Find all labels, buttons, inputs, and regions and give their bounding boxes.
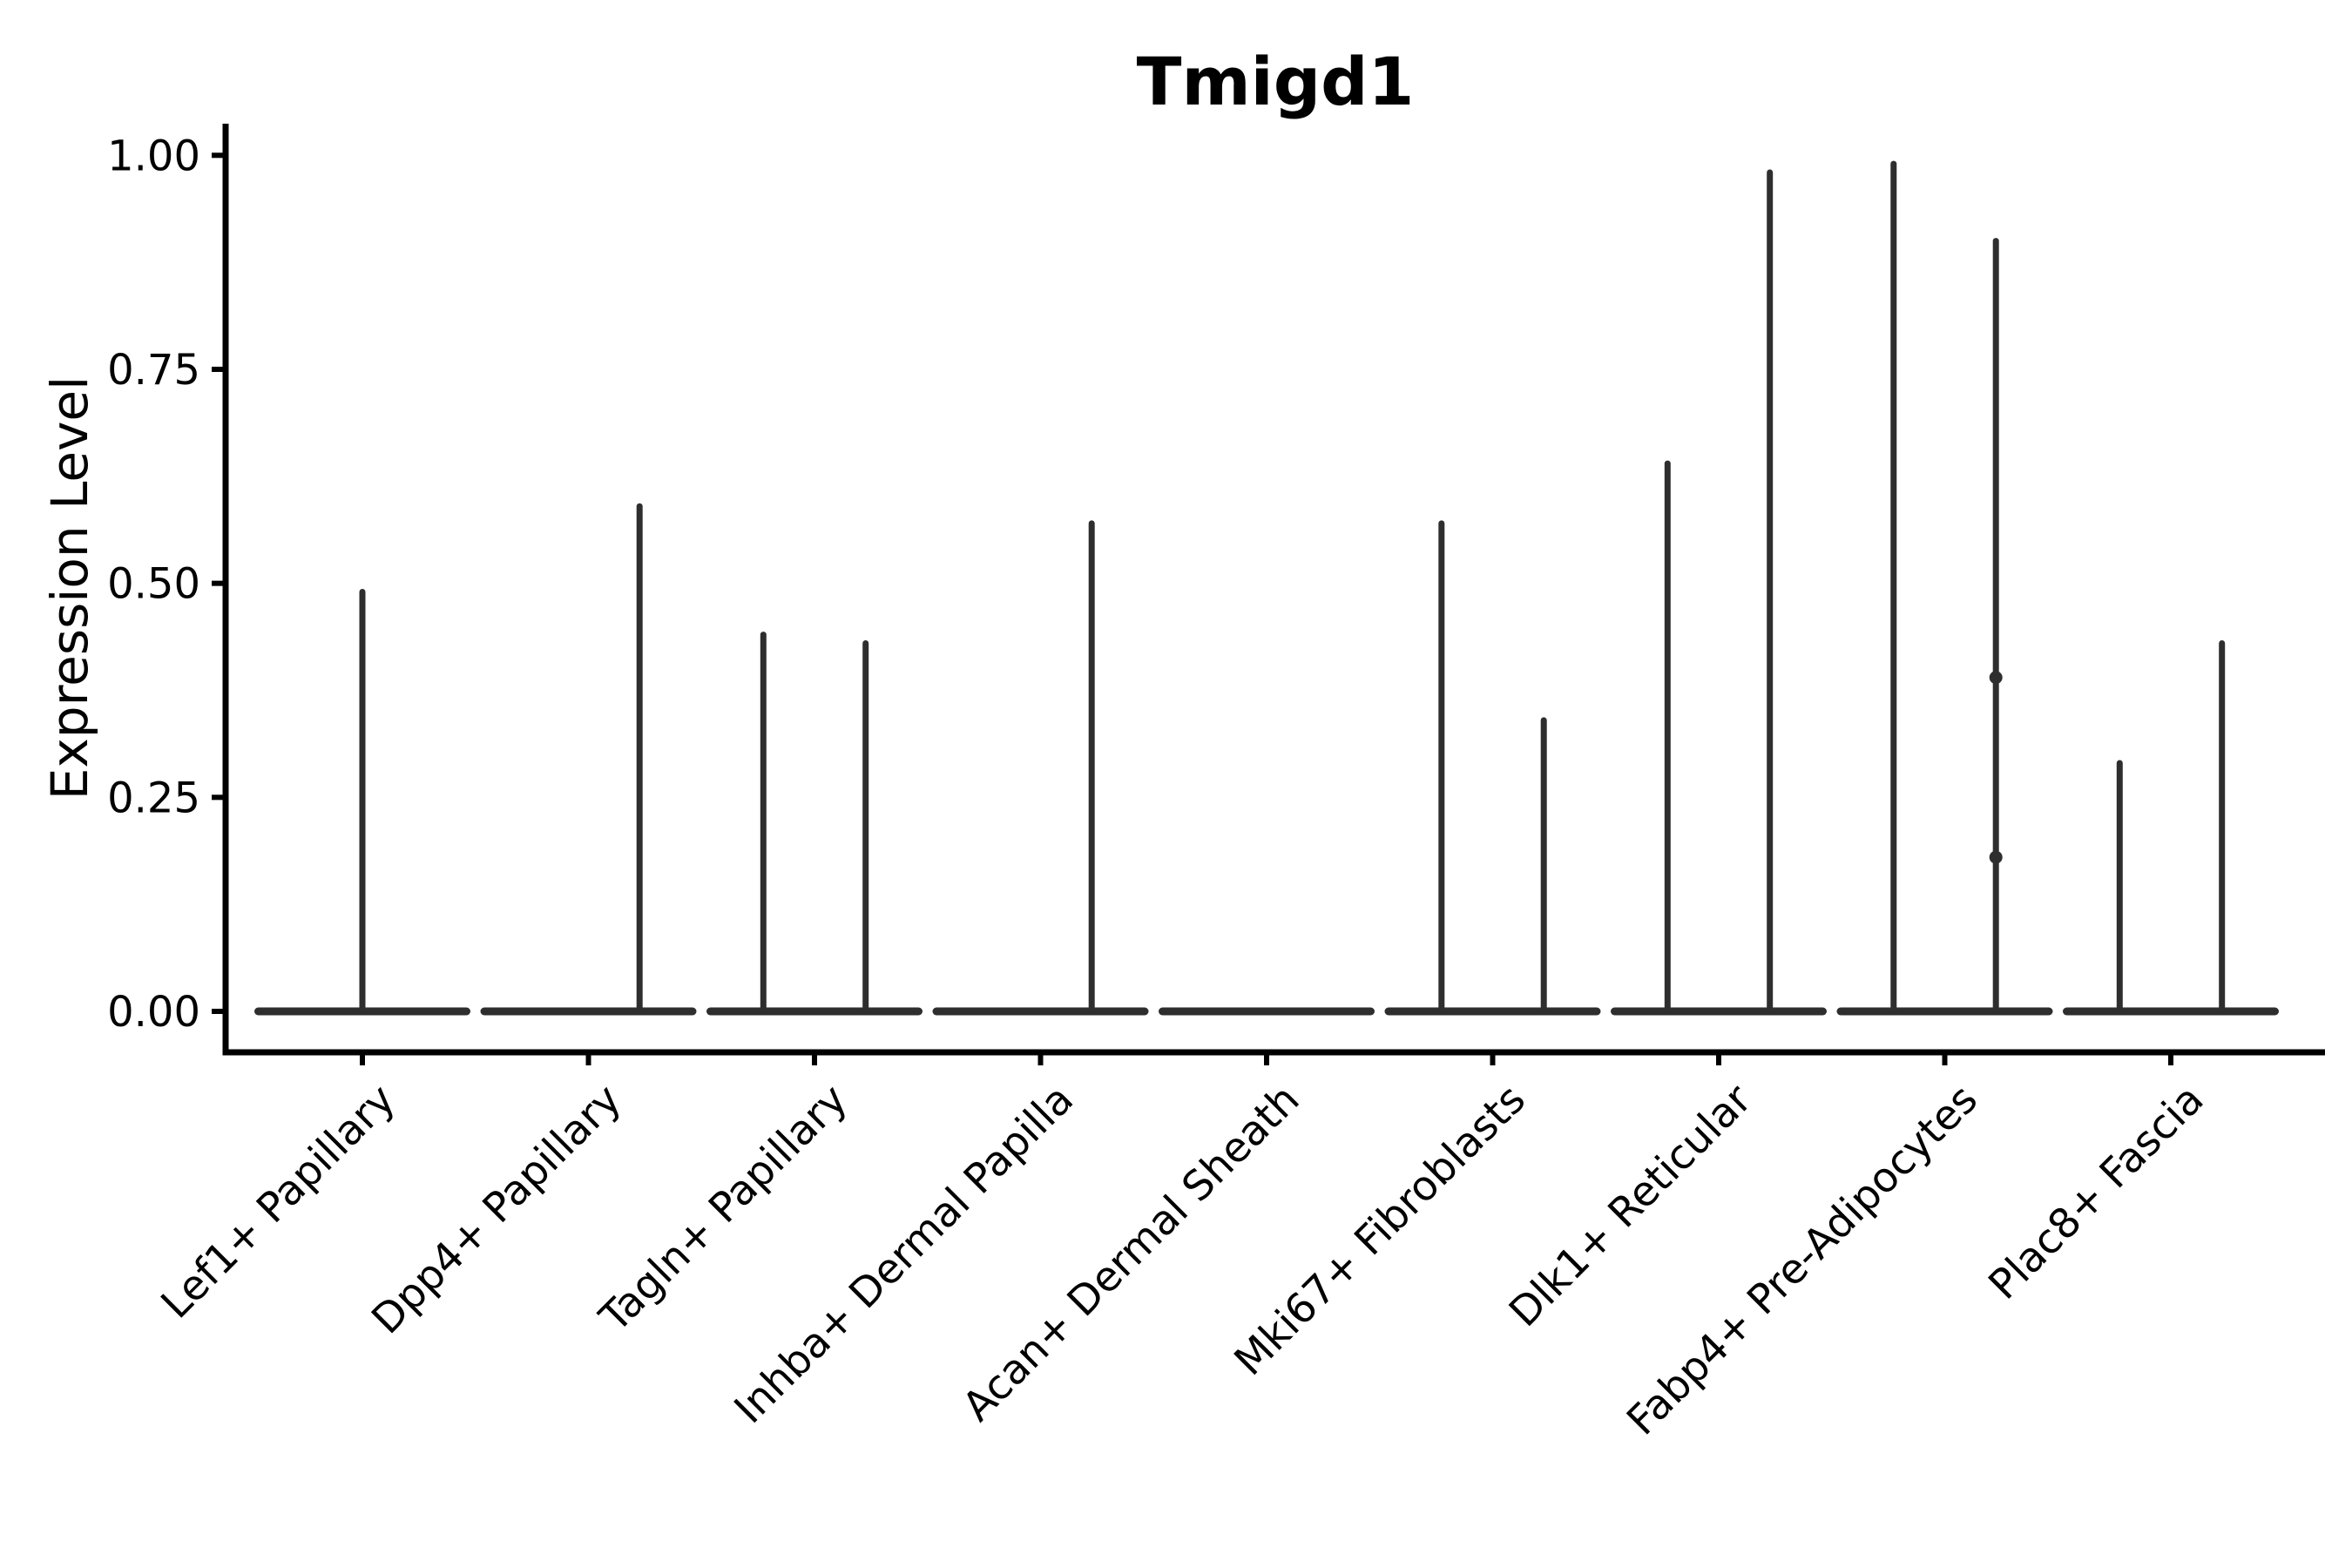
y-tick-label: 0.25 bbox=[107, 774, 200, 822]
x-tick-label: Tagln+ Papillary bbox=[591, 1076, 857, 1342]
x-tick-label-group: Dlk1+ Reticular bbox=[1500, 1075, 1761, 1336]
y-tick-label: 0.00 bbox=[107, 988, 200, 1037]
violin-point bbox=[1989, 850, 2003, 864]
x-tick-label: Dpp4+ Papillary bbox=[362, 1076, 631, 1344]
x-tick-label: Dlk1+ Reticular bbox=[1500, 1075, 1761, 1336]
x-tick-label-group: Plac8+ Fascia bbox=[1980, 1076, 2213, 1309]
y-tick-label: 0.75 bbox=[107, 346, 200, 395]
y-tick-label: 1.00 bbox=[107, 132, 200, 180]
x-tick-label: Lef1+ Papillary bbox=[152, 1076, 405, 1328]
chart-title: Tmigd1 bbox=[1137, 43, 1415, 120]
x-tick-label-group: Tagln+ Papillary bbox=[591, 1076, 857, 1342]
violin-point bbox=[1989, 671, 2003, 685]
x-tick-label: Plac8+ Fascia bbox=[1980, 1076, 2213, 1309]
y-tick-label: 0.50 bbox=[107, 560, 200, 609]
x-tick-label-group: Lef1+ Papillary bbox=[152, 1076, 405, 1328]
x-tick-label-group: Dpp4+ Papillary bbox=[362, 1076, 631, 1344]
y-axis-title: Expression Level bbox=[40, 376, 99, 800]
